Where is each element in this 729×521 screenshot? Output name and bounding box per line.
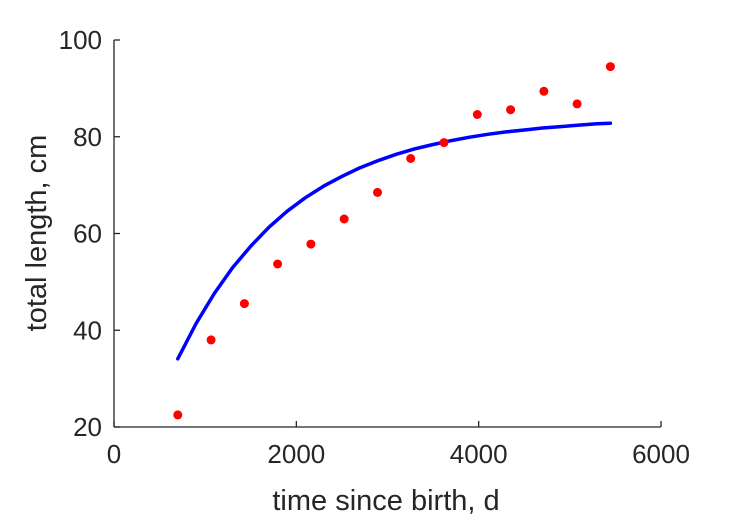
data-point [273,259,283,269]
fitted-curve-layer [176,121,613,361]
data-point [173,410,183,420]
data-point [306,239,316,249]
y-tick-label: 100 [59,25,102,55]
data-point [506,105,516,115]
data-point [539,86,549,96]
data-point [239,299,249,309]
x-tick-label: 4000 [450,439,508,469]
data-point [472,110,482,119]
y-axis-label: total length, cm [21,135,53,332]
data-point [339,214,349,224]
y-tick-label: 60 [73,219,102,249]
data-point [206,335,216,345]
y-tick-label: 80 [73,122,102,152]
data-point [572,99,582,109]
x-tick-label: 2000 [267,439,325,469]
y-tick-label: 20 [73,412,102,442]
data-point [406,154,416,163]
x-axis-label: time since birth, d [272,485,499,517]
fitted-curve-line [176,121,613,361]
data-points-layer [173,62,615,420]
data-point [373,187,382,197]
y-tick-label: 40 [73,315,102,345]
x-tick-label: 6000 [632,439,690,469]
data-point [605,62,615,72]
axes: 0 2000 4000 6000 20 40 60 80 100 [59,25,690,469]
x-tick-label: 0 [107,439,121,469]
data-point [439,138,449,148]
